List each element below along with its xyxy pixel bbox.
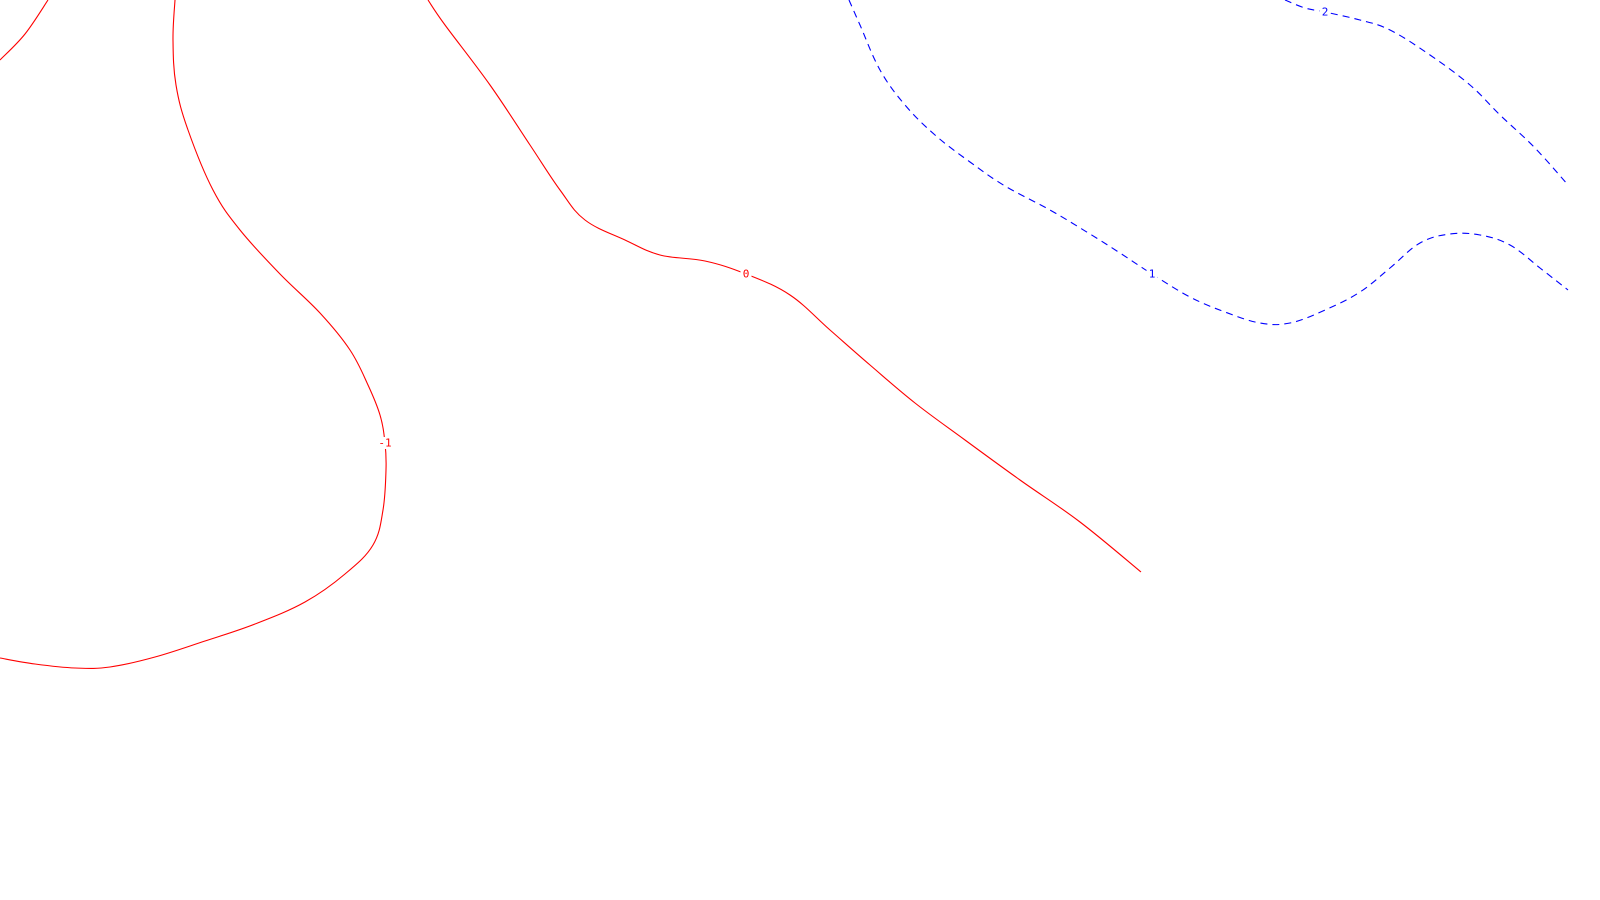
contour-label-bg <box>376 437 394 449</box>
contour-line-level-neg1-seg-0 <box>0 0 49 61</box>
contour-label-2: 2 <box>1322 6 1329 19</box>
contour-label-0: 0 <box>743 268 750 281</box>
contour-line-level-0-seg-0 <box>427 0 1142 573</box>
contour-line-level-2-seg-0 <box>1284 0 1569 186</box>
contour-labels: -1 0 1 2 <box>376 6 1331 450</box>
contour-lines <box>0 0 1569 669</box>
contour-label-bg <box>1146 268 1158 280</box>
contour-label-bg <box>1319 6 1331 18</box>
contour-label-bg <box>740 268 752 280</box>
contour-line-level-neg1-seg-1 <box>0 0 387 669</box>
contour-label-neg1: -1 <box>378 437 391 450</box>
contour-label-1: 1 <box>1149 268 1156 281</box>
contour-line-level-1-seg-0 <box>848 0 1569 326</box>
